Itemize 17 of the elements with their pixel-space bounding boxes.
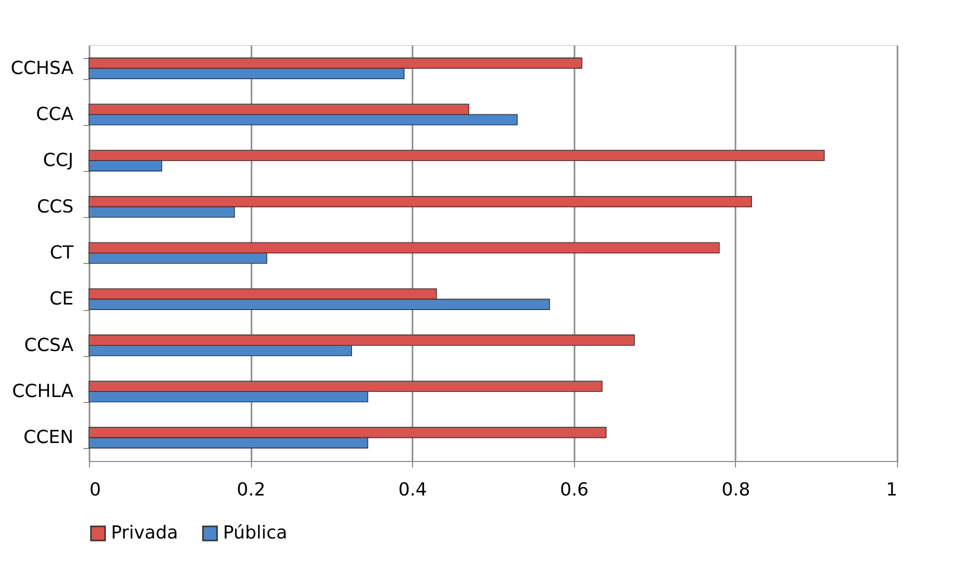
x-tick-label: 0.4 bbox=[398, 480, 428, 500]
y-tick-label: CCA bbox=[36, 104, 74, 125]
x-tick-label: 0 bbox=[90, 480, 101, 500]
x-tick-label: 0.2 bbox=[236, 480, 266, 500]
y-tick-label: CCS bbox=[36, 196, 74, 218]
y-tick-label: CCHSA bbox=[10, 58, 74, 79]
x-tick-label: 0.8 bbox=[722, 480, 750, 500]
y-tick-label: CCHLA bbox=[12, 381, 74, 402]
y-tick-label: CCJ bbox=[43, 150, 74, 172]
legend-label: Privada bbox=[111, 522, 178, 544]
x-tick-label: 1 bbox=[886, 480, 898, 500]
y-tick-label: CE bbox=[50, 288, 74, 310]
legend-label: Pública bbox=[223, 522, 288, 544]
y-tick-label: CCSA bbox=[24, 334, 74, 356]
y-tick-label: CCEN bbox=[24, 427, 74, 448]
x-tick-label: 0.6 bbox=[560, 480, 589, 500]
y-tick-label: CT bbox=[50, 242, 74, 264]
